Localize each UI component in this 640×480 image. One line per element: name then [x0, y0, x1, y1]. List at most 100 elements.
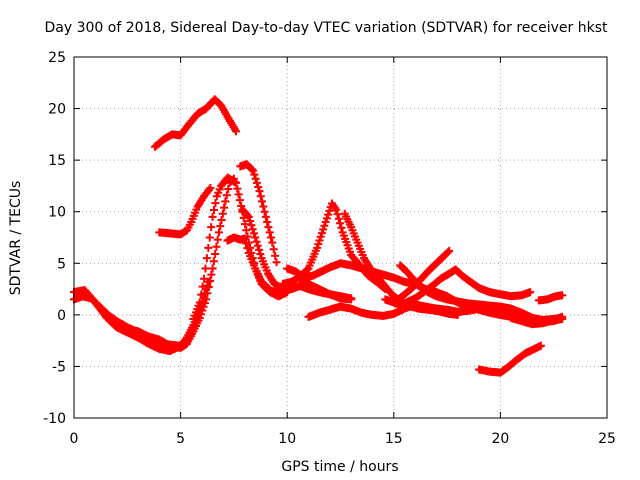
data-point	[321, 218, 330, 227]
data-point	[320, 221, 329, 230]
data-point	[316, 232, 325, 241]
data-point	[252, 237, 261, 246]
data-point	[216, 222, 225, 231]
data-point	[317, 229, 326, 238]
chart-title: Day 300 of 2018, Sidereal Day-to-day VTE…	[45, 20, 608, 36]
data-point	[253, 241, 262, 250]
data-point	[205, 233, 214, 242]
y-tick-label: -10	[43, 411, 66, 427]
data-point	[272, 258, 281, 267]
data-point	[558, 314, 567, 323]
data-point	[200, 274, 209, 283]
data-point	[203, 289, 212, 298]
data-point	[208, 212, 217, 221]
data-point	[240, 234, 249, 243]
data-point	[212, 242, 221, 251]
data-point	[243, 211, 252, 220]
x-axis-label: GPS time / hours	[281, 459, 398, 475]
series-sat-m	[295, 274, 356, 304]
data-point	[313, 243, 322, 252]
series-sat-j	[278, 199, 390, 294]
series-sat-h	[236, 160, 281, 267]
data-point	[453, 310, 462, 319]
data-point	[206, 276, 215, 285]
data-point	[558, 291, 567, 300]
series-sat-t	[475, 341, 545, 377]
data-point	[333, 210, 342, 219]
data-point	[247, 165, 256, 174]
series-sat-u	[534, 291, 567, 305]
y-tick-label: 0	[57, 308, 66, 324]
series-sat-p	[381, 246, 454, 307]
data-point	[197, 310, 206, 319]
data-point	[244, 212, 253, 221]
x-tick-label: 15	[385, 431, 403, 447]
x-tick-label: 0	[70, 431, 79, 447]
data-point	[237, 201, 246, 210]
data-point	[334, 214, 343, 223]
data-point	[248, 225, 257, 234]
data-point	[204, 243, 213, 252]
data-point	[271, 251, 280, 260]
grid	[74, 57, 607, 418]
y-tick-label: 20	[48, 102, 66, 118]
data-point	[198, 282, 207, 291]
y-tick-label: 25	[48, 50, 66, 66]
data-point	[274, 290, 283, 299]
data-point	[259, 202, 268, 211]
data-point	[265, 228, 274, 237]
data-point	[198, 306, 207, 315]
data-point	[195, 298, 204, 307]
data-points	[70, 95, 567, 377]
data-point	[217, 215, 226, 224]
data-point	[209, 257, 218, 266]
data-point	[337, 223, 346, 232]
data-point	[314, 240, 323, 249]
data-point	[206, 183, 215, 192]
series-sat-c	[123, 174, 238, 352]
data-point	[224, 185, 233, 194]
data-point	[263, 218, 272, 227]
y-tick-label: 5	[57, 256, 66, 272]
data-point	[319, 225, 328, 234]
data-point	[199, 302, 208, 311]
data-point	[195, 313, 204, 322]
data-point	[336, 219, 345, 228]
data-point	[526, 288, 535, 297]
data-point	[251, 174, 260, 183]
data-point	[202, 254, 211, 263]
data-point	[266, 233, 275, 242]
data-point	[211, 250, 220, 259]
data-point	[445, 246, 454, 255]
data-point	[260, 207, 269, 216]
data-point	[332, 205, 341, 214]
data-point	[213, 235, 222, 244]
series-sat-v	[507, 313, 567, 329]
data-point	[443, 248, 452, 257]
data-point	[202, 295, 211, 304]
series-sat-s	[419, 302, 462, 319]
data-point	[207, 223, 216, 232]
x-tick-label: 10	[278, 431, 296, 447]
data-point	[242, 226, 251, 235]
data-point	[250, 170, 259, 179]
series-sat-g	[223, 233, 283, 299]
data-point	[211, 199, 220, 208]
data-point	[252, 178, 261, 187]
series-sat-e	[151, 95, 241, 151]
data-point	[241, 239, 250, 248]
data-point	[347, 295, 356, 304]
data-point	[261, 212, 270, 221]
data-point	[205, 185, 214, 194]
data-point	[264, 223, 273, 232]
data-point	[255, 245, 264, 254]
data-point	[232, 127, 241, 136]
data-point	[235, 196, 244, 205]
data-point	[197, 290, 206, 299]
data-point	[325, 206, 334, 215]
data-point	[222, 191, 231, 200]
data-point	[249, 229, 258, 238]
data-point	[207, 270, 216, 279]
data-point	[249, 166, 258, 175]
data-point	[258, 197, 267, 206]
